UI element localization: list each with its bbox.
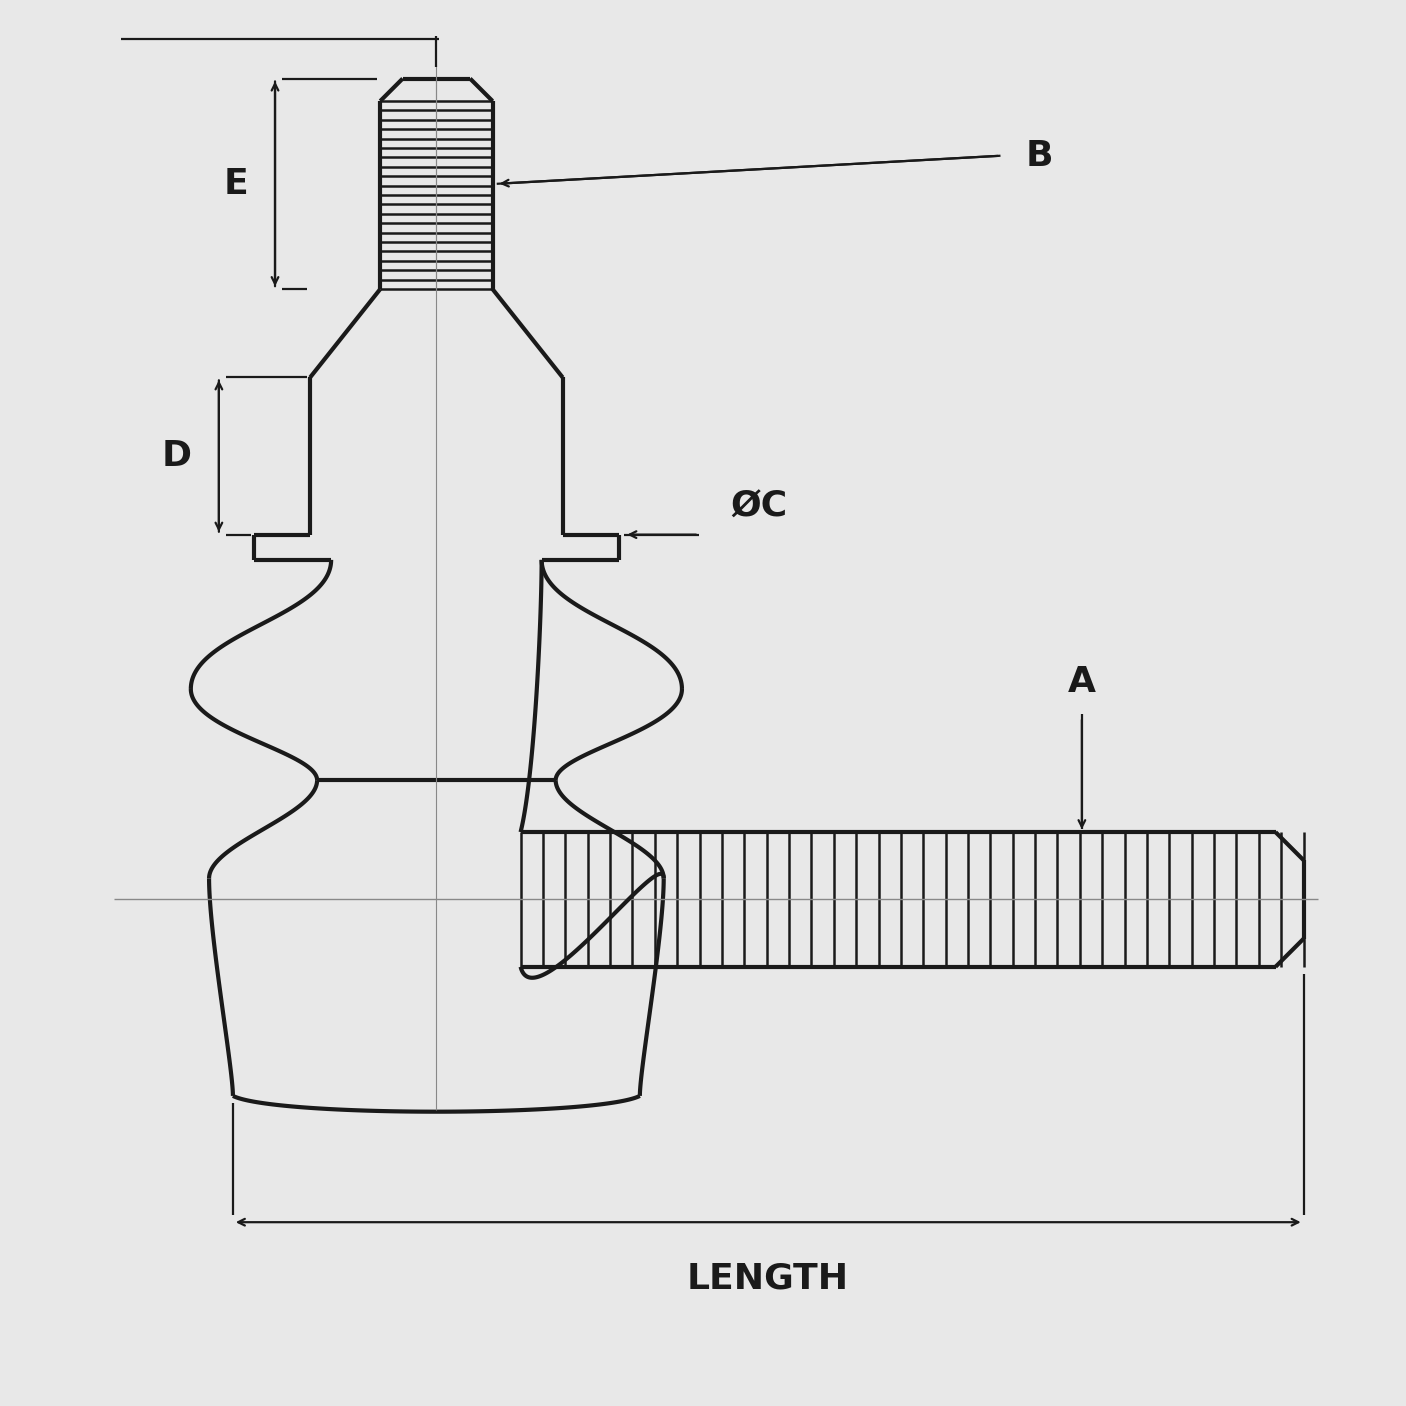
Text: E: E — [224, 167, 247, 201]
Text: A: A — [1069, 665, 1095, 699]
Text: B: B — [1026, 139, 1053, 173]
Text: D: D — [162, 439, 191, 472]
Text: ØC: ØC — [731, 489, 787, 523]
Text: LENGTH: LENGTH — [686, 1261, 849, 1295]
